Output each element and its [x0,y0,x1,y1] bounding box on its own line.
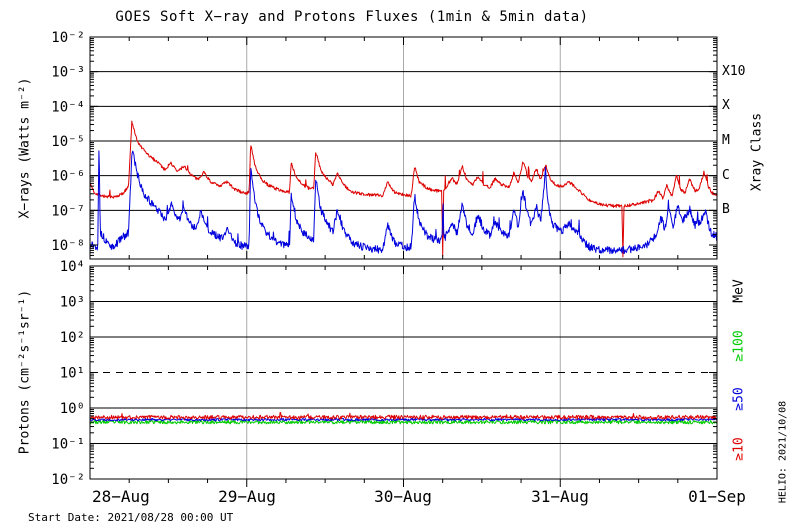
xray-y-axis-title: X−rays (Watts m⁻²) [17,77,33,219]
x-tick-31-aug: 31−Aug [531,487,589,506]
x-tick-01-sep: 01−Sep [688,487,746,506]
proton-ge10-label: ≥10 [731,437,747,461]
xray-class-x-label: X [722,98,730,113]
xray-series-0 [90,120,717,258]
credit-label: HELIO: 2021/10/08 [777,400,789,504]
xray-class-b-label: B [722,202,730,217]
protons-y-tick-label: 10⁻¹ [51,437,85,453]
protons-y-tick-label: 10³ [60,295,85,311]
xray-y-tick-label: 10⁻⁴ [51,99,85,115]
proton-ge50-label: ≥50 [731,387,747,411]
x-tick-30-aug: 30−Aug [374,487,432,506]
xray-series-1 [90,150,717,255]
xray-class-c-label: C [722,168,730,183]
xray-y-tick-label: 10⁻⁶ [51,169,85,185]
xray-class-m-label: M [722,133,730,148]
xray-y-tick-label: 10⁻⁸ [51,238,85,254]
mev-axis-title: MeV [731,279,747,303]
proton-ge100-label: ≥100 [731,330,747,362]
xray-y-tick-label: 10⁻⁷ [51,203,85,219]
protons-y-tick-label: 10⁴ [60,259,85,275]
proton-y-axis-title: Protons (cm⁻²s⁻¹sr⁻¹) [17,289,33,455]
protons-y-tick-label: 10² [60,330,85,346]
start-date-label: Start Date: 2021/08/28 00:00 UT [28,511,234,524]
xray-y-tick-label: 10⁻³ [51,65,85,81]
protons-series-0 [90,419,717,425]
xray-y-tick-label: 10⁻⁵ [51,134,85,150]
xray-y-tick-label: 10⁻² [51,30,85,46]
protons-y-tick-label: 10⁻² [51,472,85,488]
protons-y-tick-label: 10⁰ [60,401,85,417]
protons-series-2 [90,412,717,420]
protons-y-tick-label: 10¹ [60,366,85,382]
x-tick-29-aug: 29−Aug [218,487,276,506]
chart-title: GOES Soft X−ray and Protons Fluxes (1min… [115,9,589,25]
protons-series-1 [90,417,717,422]
x-tick-28-aug: 28−Aug [92,487,150,506]
xray-class-x10-label: X10 [722,64,746,79]
